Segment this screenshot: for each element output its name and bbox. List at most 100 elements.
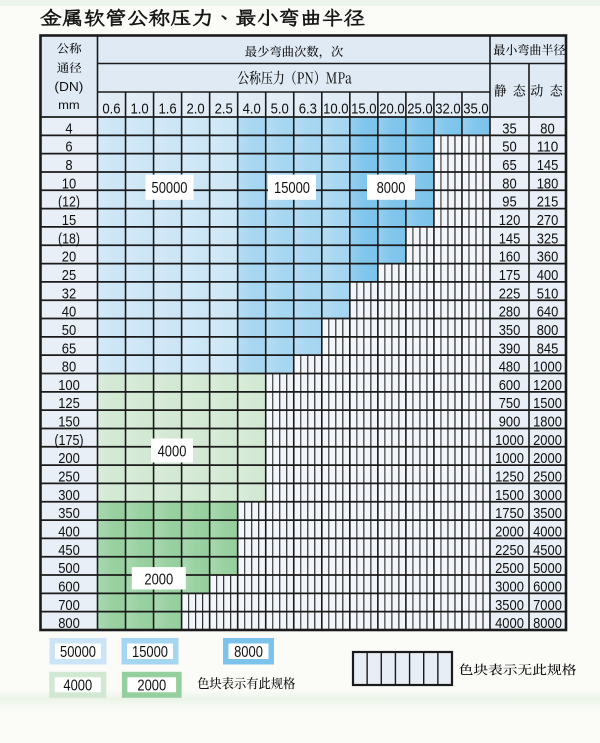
svg-text:25.0: 25.0 <box>407 100 432 117</box>
svg-text:20.0: 20.0 <box>379 100 404 117</box>
svg-text:10: 10 <box>62 175 76 192</box>
svg-text:5.0: 5.0 <box>271 100 289 117</box>
svg-text:3000: 3000 <box>533 487 562 504</box>
svg-text:700: 700 <box>58 597 80 614</box>
svg-text:2250: 2250 <box>495 542 524 559</box>
svg-text:145: 145 <box>537 157 559 174</box>
svg-text:15000: 15000 <box>132 644 168 661</box>
svg-text:750: 750 <box>499 395 521 412</box>
svg-text:6000: 6000 <box>533 578 562 595</box>
svg-text:400: 400 <box>537 267 559 284</box>
svg-text:50000: 50000 <box>152 180 188 197</box>
svg-text:1750: 1750 <box>495 505 524 522</box>
svg-text:110: 110 <box>537 139 559 156</box>
svg-text:50: 50 <box>62 322 76 339</box>
svg-text:800: 800 <box>58 615 80 632</box>
svg-text:mm: mm <box>58 98 80 112</box>
svg-text:270: 270 <box>537 212 559 229</box>
svg-text:(12): (12) <box>58 194 80 211</box>
svg-text:225: 225 <box>499 285 521 302</box>
svg-text:845: 845 <box>537 340 559 357</box>
svg-text:360: 360 <box>537 249 559 266</box>
svg-text:40: 40 <box>62 304 76 321</box>
svg-text:(DN): (DN) <box>54 80 83 94</box>
svg-text:480: 480 <box>499 359 521 376</box>
svg-text:80: 80 <box>502 175 516 192</box>
svg-text:4000: 4000 <box>495 615 524 632</box>
svg-text:4: 4 <box>65 120 72 137</box>
svg-text:35: 35 <box>502 120 516 137</box>
svg-text:65: 65 <box>502 157 516 174</box>
svg-text:180: 180 <box>537 175 559 192</box>
svg-text:1000: 1000 <box>495 450 524 467</box>
svg-text:640: 640 <box>537 304 559 321</box>
svg-text:8000: 8000 <box>377 180 406 197</box>
svg-text:1200: 1200 <box>533 377 562 394</box>
svg-text:32.0: 32.0 <box>435 100 460 117</box>
svg-text:4000: 4000 <box>158 444 187 461</box>
svg-text:2500: 2500 <box>533 469 562 486</box>
svg-text:8000: 8000 <box>234 644 263 661</box>
svg-text:32: 32 <box>62 285 76 302</box>
svg-text:1.6: 1.6 <box>159 100 177 117</box>
svg-text:8: 8 <box>65 157 72 174</box>
svg-text:6: 6 <box>65 139 72 156</box>
svg-text:145: 145 <box>499 230 521 247</box>
svg-text:120: 120 <box>499 212 521 229</box>
svg-text:4000: 4000 <box>63 678 92 695</box>
svg-text:800: 800 <box>537 322 559 339</box>
svg-text:50000: 50000 <box>60 644 96 661</box>
svg-text:1000: 1000 <box>495 432 524 449</box>
svg-text:2000: 2000 <box>144 571 173 588</box>
svg-text:500: 500 <box>58 560 80 577</box>
svg-text:175: 175 <box>499 267 521 284</box>
svg-text:2000: 2000 <box>137 678 166 695</box>
svg-text:900: 900 <box>499 414 521 431</box>
svg-text:8000: 8000 <box>533 615 562 632</box>
svg-text:400: 400 <box>58 524 80 541</box>
svg-text:350: 350 <box>499 322 521 339</box>
svg-text:125: 125 <box>58 395 80 412</box>
svg-text:(18): (18) <box>58 230 80 247</box>
svg-text:250: 250 <box>58 469 80 486</box>
svg-text:15.0: 15.0 <box>351 100 376 117</box>
svg-text:600: 600 <box>499 377 521 394</box>
svg-text:3000: 3000 <box>495 578 524 595</box>
svg-text:10.0: 10.0 <box>323 100 348 117</box>
svg-text:15: 15 <box>62 212 76 229</box>
svg-text:2500: 2500 <box>495 560 524 577</box>
svg-text:3500: 3500 <box>495 597 524 614</box>
svg-text:510: 510 <box>537 285 559 302</box>
svg-text:300: 300 <box>58 487 80 504</box>
svg-text:2000: 2000 <box>533 432 562 449</box>
svg-text:25: 25 <box>62 267 76 284</box>
svg-text:200: 200 <box>58 450 80 467</box>
svg-text:95: 95 <box>502 194 516 211</box>
svg-text:100: 100 <box>58 377 80 394</box>
svg-text:4.0: 4.0 <box>243 100 261 117</box>
svg-text:80: 80 <box>540 120 554 137</box>
svg-text:1250: 1250 <box>495 469 524 486</box>
svg-text:2000: 2000 <box>533 450 562 467</box>
svg-text:450: 450 <box>58 542 80 559</box>
svg-text:1000: 1000 <box>533 359 562 376</box>
svg-text:150: 150 <box>58 414 80 431</box>
svg-text:390: 390 <box>499 340 521 357</box>
svg-text:65: 65 <box>62 340 76 357</box>
svg-text:50: 50 <box>502 139 516 156</box>
svg-text:1.0: 1.0 <box>131 100 149 117</box>
svg-text:5000: 5000 <box>533 560 562 577</box>
svg-text:80: 80 <box>62 359 76 376</box>
svg-text:2.5: 2.5 <box>215 100 233 117</box>
svg-text:215: 215 <box>537 194 559 211</box>
svg-text:1500: 1500 <box>533 395 562 412</box>
svg-text:7000: 7000 <box>533 597 562 614</box>
svg-text:2000: 2000 <box>495 524 524 541</box>
svg-text:280: 280 <box>499 304 521 321</box>
svg-text:35.0: 35.0 <box>463 100 488 117</box>
svg-text:1500: 1500 <box>495 487 524 504</box>
svg-text:4000: 4000 <box>533 524 562 541</box>
svg-text:20: 20 <box>62 249 76 266</box>
svg-text:1800: 1800 <box>533 414 562 431</box>
svg-text:3500: 3500 <box>533 505 562 522</box>
